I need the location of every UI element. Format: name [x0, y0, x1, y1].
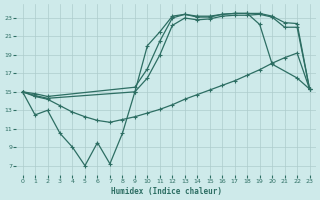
X-axis label: Humidex (Indice chaleur): Humidex (Indice chaleur) [111, 187, 221, 196]
